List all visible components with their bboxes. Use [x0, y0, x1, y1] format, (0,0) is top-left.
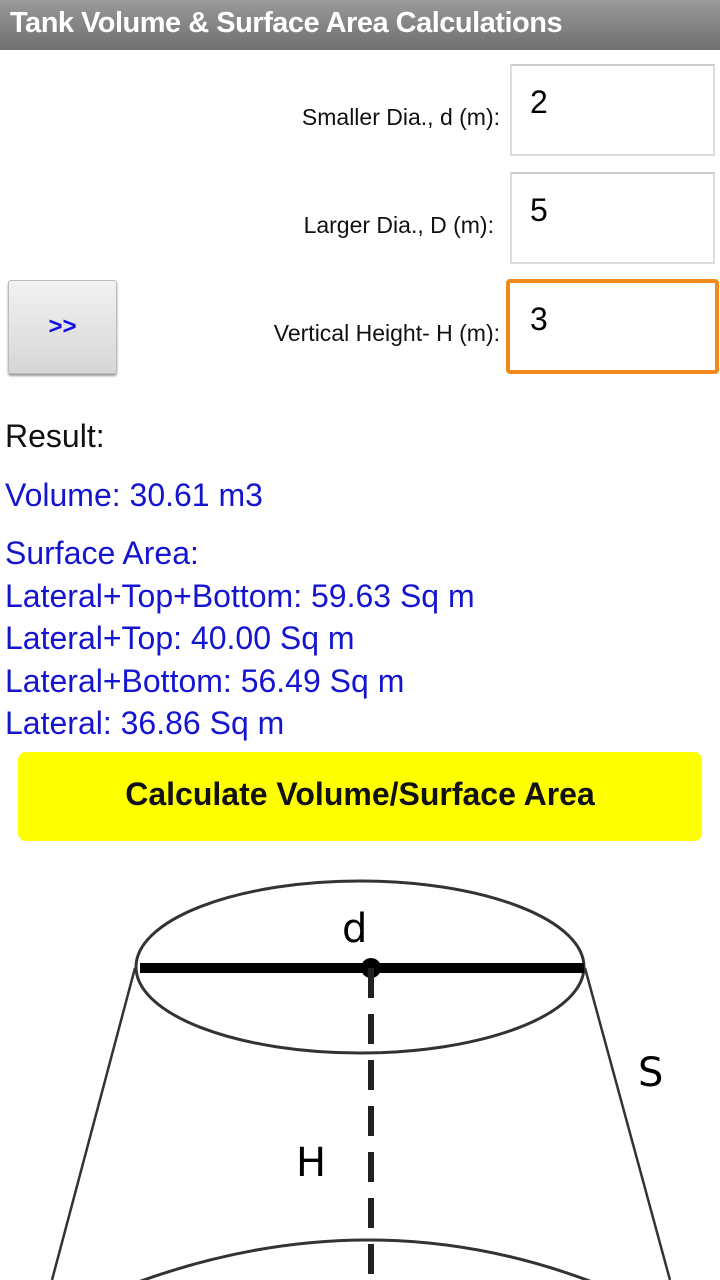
result-heading: Result:: [5, 418, 105, 454]
larger-dia-input[interactable]: 5: [510, 172, 715, 264]
height-label: Vertical Height- H (m):: [273, 320, 500, 346]
larger-dia-label: Larger Dia., D (m):: [303, 212, 494, 238]
calculate-button[interactable]: Calculate Volume/Surface Area: [18, 752, 702, 841]
volume-result: Volume: 30.61 m3: [5, 477, 263, 513]
surface-result-top: Lateral+Top: 40.00 Sq m: [5, 620, 355, 656]
surface-result-all: Lateral+Top+Bottom: 59.63 Sq m: [5, 578, 475, 614]
app-title: Tank Volume & Surface Area Calculations: [10, 7, 563, 39]
title-bar: Tank Volume & Surface Area Calculations: [0, 0, 720, 50]
left-side-line: [50, 967, 137, 1280]
label-H: H: [296, 1140, 326, 1186]
smaller-dia-label: Smaller Dia., d (m):: [301, 104, 500, 130]
surface-result-lateral: Lateral: 36.86 Sq m: [5, 705, 285, 741]
height-input[interactable]: 3: [506, 279, 719, 374]
label-d: d: [342, 906, 367, 952]
label-S: S: [638, 1050, 663, 1096]
smaller-dia-input[interactable]: 2: [510, 64, 715, 156]
bottom-arc: [139, 1238, 591, 1280]
frustum-diagram: d H S: [50, 879, 672, 1280]
surface-area-heading: Surface Area:: [5, 535, 199, 571]
right-side-line: [583, 967, 672, 1280]
next-button[interactable]: >>: [8, 280, 117, 374]
surface-result-bottom: Lateral+Bottom: 56.49 Sq m: [5, 663, 405, 699]
